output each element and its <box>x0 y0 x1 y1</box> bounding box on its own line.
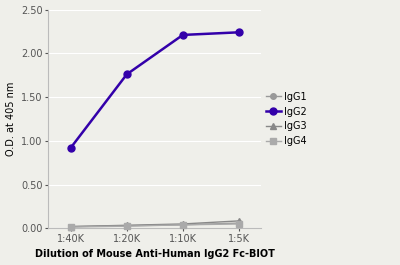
IgG1 <box>68 225 73 228</box>
IgG3 <box>124 224 129 227</box>
Line: IgG1: IgG1 <box>68 220 242 229</box>
IgG4 <box>68 226 73 229</box>
IgG1 <box>124 224 129 227</box>
Line: IgG4: IgG4 <box>68 221 242 230</box>
IgG3 <box>236 219 241 223</box>
IgG4 <box>124 224 129 228</box>
Line: IgG3: IgG3 <box>68 218 242 229</box>
IgG3 <box>68 225 73 228</box>
IgG1 <box>180 223 185 226</box>
IgG2 <box>180 33 185 37</box>
IgG4 <box>236 222 241 226</box>
IgG4 <box>180 223 185 226</box>
IgG2 <box>236 31 241 34</box>
IgG3 <box>180 222 185 226</box>
IgG1 <box>236 222 241 225</box>
Legend: IgG1, IgG2, IgG3, IgG4: IgG1, IgG2, IgG3, IgG4 <box>266 92 306 146</box>
Line: IgG2: IgG2 <box>67 29 242 151</box>
IgG2 <box>68 146 73 149</box>
IgG2 <box>124 73 129 76</box>
X-axis label: Dilution of Mouse Anti-Human IgG2 Fc-BIOT: Dilution of Mouse Anti-Human IgG2 Fc-BIO… <box>35 249 275 259</box>
Y-axis label: O.D. at 405 nm: O.D. at 405 nm <box>6 82 16 156</box>
